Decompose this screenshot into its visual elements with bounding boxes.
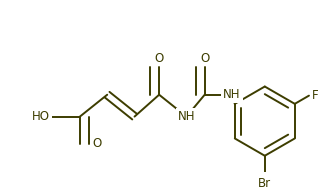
Text: F: F (312, 89, 318, 102)
Text: O: O (93, 137, 102, 150)
Text: O: O (200, 52, 209, 65)
Text: NH: NH (223, 88, 241, 101)
Text: O: O (155, 52, 164, 65)
Text: NH: NH (178, 110, 195, 123)
Text: Br: Br (258, 177, 271, 189)
Text: HO: HO (32, 110, 50, 123)
